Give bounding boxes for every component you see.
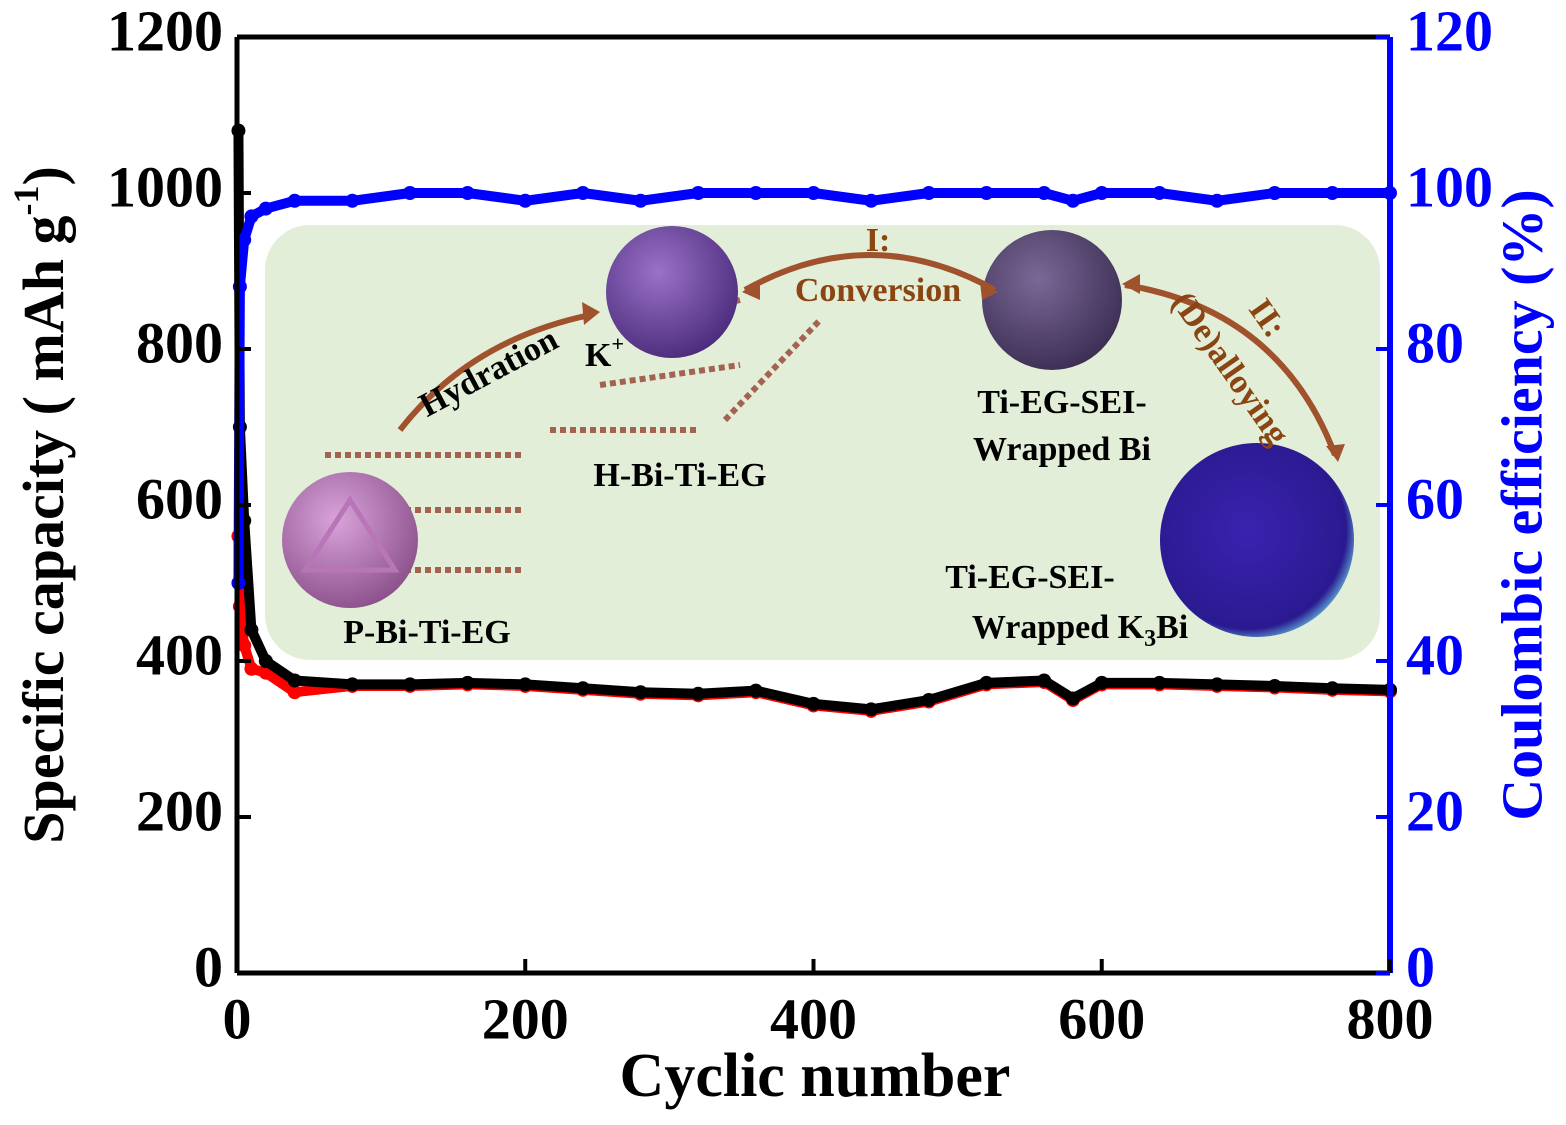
data-point (864, 702, 879, 717)
data-point (237, 638, 252, 653)
data-point (864, 193, 879, 208)
data-point (1037, 673, 1052, 688)
data-point (748, 683, 763, 698)
data-point (402, 186, 417, 200)
data-point (244, 622, 259, 637)
data-point (1210, 677, 1225, 692)
data-point (748, 186, 763, 200)
k3bi-text: Wrapped K (972, 609, 1145, 646)
x-axis-label: Cyclic number (620, 1042, 1011, 1110)
data-point (979, 675, 994, 690)
p-sphere (282, 472, 418, 608)
x-tick-label: 400 (770, 986, 857, 1051)
data-point (691, 186, 706, 200)
x-tick-label: 600 (1058, 986, 1145, 1051)
data-point (1267, 678, 1282, 693)
data-point (287, 685, 302, 700)
x-tick-label: 800 (1347, 986, 1434, 1051)
data-point (258, 201, 273, 216)
data-point (1152, 675, 1167, 690)
data-point (518, 193, 533, 208)
data-point (633, 193, 648, 208)
data-point (460, 675, 475, 690)
y-label-text: Specific capacity ( mAh g (11, 216, 76, 844)
data-point (258, 654, 273, 668)
data-point (1267, 186, 1282, 200)
data-point (1094, 675, 1109, 690)
step1-label: Conversion (795, 272, 961, 309)
p-label: P-Bi-Ti-EG (343, 614, 511, 651)
data-point (460, 186, 475, 200)
data-point (1152, 186, 1167, 200)
data-point (345, 677, 360, 692)
data-point (691, 686, 706, 701)
y2-tick-label: 40 (1406, 622, 1464, 687)
data-point (402, 677, 417, 692)
k-ion-sup: + (611, 331, 624, 356)
bi-label: Ti-EG-SEI- (977, 384, 1146, 421)
y2-tick-label: 60 (1406, 466, 1464, 531)
data-point (518, 677, 533, 692)
data-point (244, 661, 259, 676)
y2-tick-label: 0 (1406, 934, 1435, 999)
k-ion: K (585, 337, 612, 374)
bi-sphere (982, 230, 1122, 370)
data-point (287, 193, 302, 208)
data-point (1065, 691, 1080, 706)
arrows (397, 252, 1338, 457)
y-tick-label: 1200 (107, 0, 223, 63)
data-point (806, 696, 821, 711)
data-point (345, 193, 360, 208)
data-point (1065, 193, 1080, 208)
y-tick-label: 1000 (107, 154, 223, 219)
k3bi-end: Bi (1156, 609, 1188, 646)
y-label-end: ) (11, 166, 76, 185)
y2-tick-label: 80 (1406, 310, 1464, 375)
x-tick-label: 0 (223, 986, 252, 1051)
bi-label: Wrapped Bi (973, 431, 1151, 468)
data-point (633, 685, 648, 700)
k3bi-label: Wrapped K3Bi (972, 609, 1188, 652)
arrow-heads (582, 274, 1345, 462)
step1-label: I: (866, 222, 891, 259)
data-point (1094, 186, 1109, 200)
k3bi-sub: 3 (1144, 626, 1156, 652)
y-tick-label: 600 (136, 466, 223, 531)
data-point (575, 681, 590, 696)
plot-area (231, 123, 1397, 718)
k-ion-label: K+ (585, 331, 624, 374)
y-tick-label: 800 (136, 310, 223, 375)
k3bi-sphere (1160, 443, 1354, 637)
data-point (1210, 193, 1225, 208)
y-label-sup: -1 (6, 186, 46, 216)
k3bi-label: Ti-EG-SEI- (945, 559, 1114, 596)
h-sphere (606, 226, 738, 358)
axes: 0 200 400 600 800020040060080010001200020406… (107, 0, 1493, 1051)
y-tick-label: 400 (136, 622, 223, 687)
y2-tick-label: 120 (1406, 0, 1493, 63)
data-point (1325, 186, 1340, 200)
y-tick-label: 0 (194, 934, 223, 999)
y2-tick-label: 100 (1406, 154, 1493, 219)
y-axis-label: Specific capacity ( mAh g-1) (6, 166, 76, 844)
data-point (979, 186, 994, 200)
data-point (921, 693, 936, 707)
h-label: H-Bi-Ti-EG (593, 457, 766, 494)
data-point (806, 186, 821, 200)
data-point (575, 186, 590, 200)
data-point (244, 209, 259, 224)
x-tick-label: 200 (482, 986, 569, 1051)
data-point (1325, 681, 1340, 696)
inset-schematic: Hydration K+ I: Conversion II: (De)alloy… (265, 222, 1380, 660)
data-point (921, 186, 936, 200)
y-tick-label: 200 (136, 778, 223, 843)
data-point (287, 673, 302, 688)
data-point (237, 232, 252, 247)
data-point (1037, 186, 1052, 200)
y2-axis-label: Coulombic efficiency (%) (1489, 189, 1554, 820)
y2-tick-label: 20 (1406, 778, 1464, 843)
